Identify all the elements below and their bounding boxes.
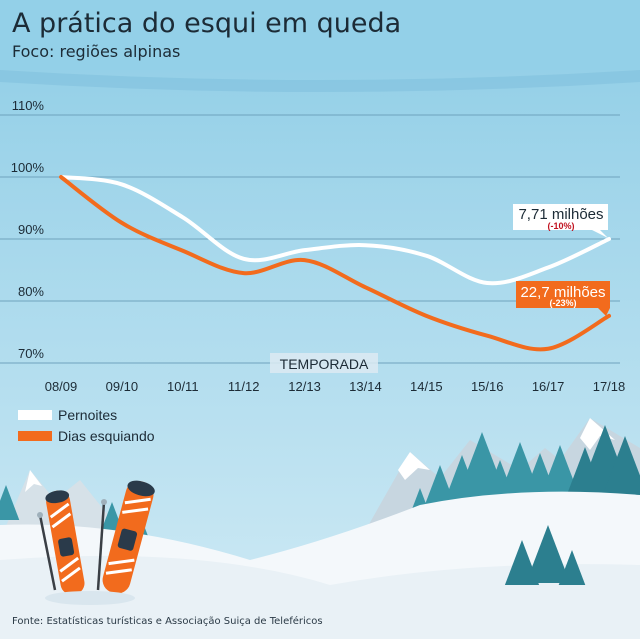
x-tick-label: 10/11 bbox=[167, 379, 199, 394]
data-point bbox=[303, 258, 307, 262]
data-point bbox=[242, 271, 246, 275]
data-point bbox=[607, 314, 611, 318]
pernoites-end-pct: (-10%) bbox=[547, 221, 574, 231]
chart-lines bbox=[59, 175, 611, 352]
data-point bbox=[424, 314, 428, 318]
y-tick-label: 70% bbox=[18, 346, 44, 361]
data-point bbox=[363, 243, 367, 247]
header-band bbox=[0, 0, 640, 70]
tree bbox=[558, 550, 586, 585]
data-point bbox=[242, 257, 246, 261]
x-tick-label: 11/12 bbox=[228, 379, 260, 394]
chart-legend: Pernoites Dias esquiando bbox=[18, 407, 155, 444]
data-point bbox=[181, 249, 185, 253]
data-point bbox=[303, 248, 307, 252]
x-tick-label: 12/13 bbox=[288, 379, 321, 394]
snow-ground-front bbox=[0, 555, 640, 639]
x-tick-label: 17/18 bbox=[593, 379, 626, 394]
legend-label-dias: Dias esquiando bbox=[58, 428, 155, 444]
y-tick-label: 110% bbox=[12, 98, 45, 113]
x-tick-label: 15/16 bbox=[471, 379, 504, 394]
pernoites-end-value: 7,71 milhões bbox=[518, 206, 603, 223]
dias-end-value: 22,7 milhões bbox=[520, 284, 605, 301]
data-point bbox=[424, 254, 428, 258]
dias-end-label: 22,7 milhões (-23%) bbox=[516, 281, 610, 316]
y-tick-label: 90% bbox=[18, 222, 44, 237]
y-tick-label: 100% bbox=[11, 160, 45, 175]
data-point bbox=[485, 281, 489, 285]
x-tick-label: 09/10 bbox=[106, 379, 139, 394]
series-line-pernoites bbox=[59, 175, 611, 286]
x-axis-title-box: TEMPORADA bbox=[270, 353, 378, 373]
x-tick-label: 14/15 bbox=[410, 379, 443, 394]
data-point bbox=[485, 334, 489, 338]
legend-swatch-dias bbox=[18, 431, 52, 441]
x-axis-title: TEMPORADA bbox=[280, 356, 369, 372]
series-line-dias-esquiando bbox=[59, 175, 611, 352]
page-subtitle: Foco: regiões alpinas bbox=[12, 42, 181, 61]
x-axis-ticks: 08/09 09/10 10/11 11/12 12/13 13/14 14/15 15/16… bbox=[45, 379, 626, 394]
tree bbox=[525, 525, 571, 583]
x-tick-label: 13/14 bbox=[349, 379, 382, 394]
page-title: A prática do esqui em queda bbox=[12, 8, 402, 39]
tree bbox=[0, 485, 20, 520]
front-trees bbox=[504, 525, 586, 585]
data-point bbox=[607, 237, 611, 241]
dias-end-pct: (-23%) bbox=[549, 298, 576, 308]
data-point bbox=[59, 175, 63, 179]
y-tick-label: 80% bbox=[18, 284, 44, 299]
pernoites-end-label: 7,71 milhões (-10%) bbox=[513, 204, 608, 238]
legend-swatch-pernoites bbox=[18, 410, 52, 420]
data-point bbox=[181, 215, 185, 219]
header-separator bbox=[0, 70, 640, 92]
x-tick-label: 16/17 bbox=[532, 379, 565, 394]
x-tick-label: 08/09 bbox=[45, 379, 78, 394]
data-point bbox=[120, 221, 124, 225]
skis-illustration bbox=[37, 480, 155, 605]
data-point bbox=[363, 285, 367, 289]
data-point bbox=[120, 182, 124, 186]
y-axis-ticks: 70% 80% 90% 100% 110% bbox=[11, 98, 45, 361]
source-note: Fonte: Estatísticas turísticas e Associa… bbox=[12, 616, 323, 627]
data-point bbox=[546, 347, 550, 351]
legend-label-pernoites: Pernoites bbox=[58, 407, 117, 423]
tree bbox=[601, 436, 640, 498]
data-point bbox=[546, 266, 550, 270]
